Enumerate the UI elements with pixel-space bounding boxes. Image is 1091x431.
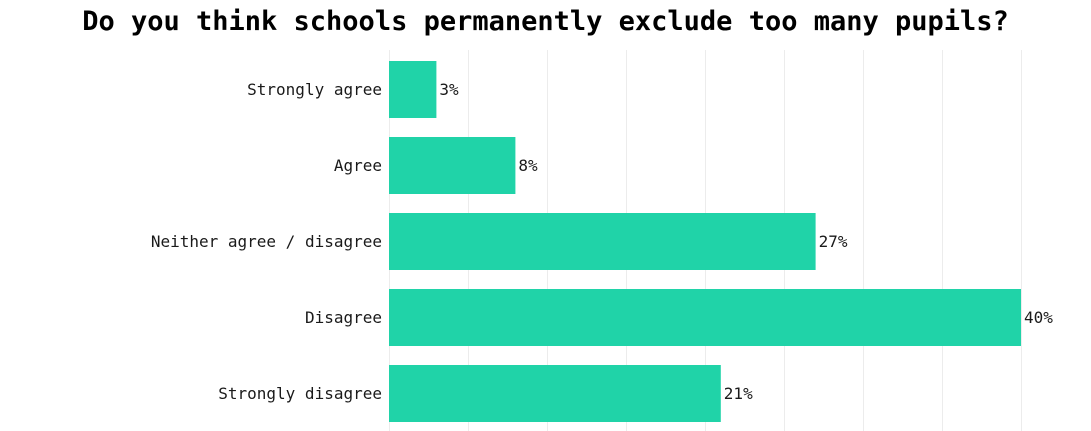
value-label: 27% — [819, 232, 848, 251]
category-label: Neither agree / disagree — [151, 232, 382, 251]
bar — [389, 213, 816, 270]
category-label: Strongly agree — [247, 80, 382, 99]
value-label: 21% — [724, 384, 753, 403]
chart-title: Do you think schools permanently exclude… — [82, 6, 1009, 37]
value-label: 3% — [439, 80, 459, 99]
bars — [389, 61, 1021, 422]
value-label: 40% — [1024, 308, 1053, 327]
value-label: 8% — [518, 156, 538, 175]
category-label: Disagree — [305, 308, 382, 327]
category-label: Strongly disagree — [218, 384, 382, 403]
labels: Strongly agree 3% Agree 8% Neither agree / d… — [151, 80, 1053, 403]
bar — [389, 137, 516, 194]
bar — [389, 289, 1021, 346]
bar — [389, 61, 437, 118]
category-label: Agree — [334, 156, 382, 175]
bar — [389, 365, 721, 422]
